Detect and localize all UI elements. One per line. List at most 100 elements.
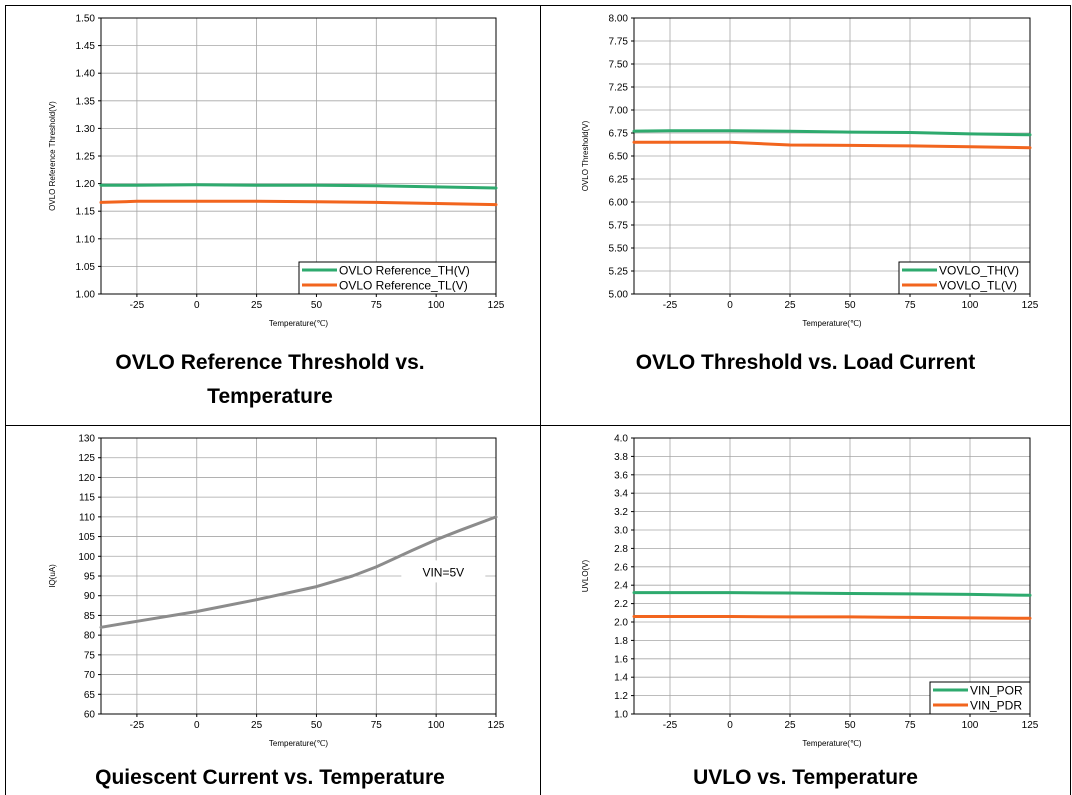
caption-line-1: OVLO Reference Threshold vs. <box>115 351 425 374</box>
y-tick-label: 100 <box>78 552 95 563</box>
y-tick-label: 1.25 <box>76 152 96 163</box>
x-tick-label: 50 <box>311 720 323 731</box>
chart-quiescent-current: -25 0 25 50 75 100 125 60 65 70 75 80 85 90 95 100 105 11… <box>48 434 505 749</box>
y-tick-label: 130 <box>78 434 95 445</box>
x-tick-label: 75 <box>371 720 383 731</box>
y-tick-label: 2.8 <box>614 544 628 555</box>
series-line-1 <box>99 515 498 629</box>
y-tick-label: 1.8 <box>614 636 628 647</box>
x-tick-label: 25 <box>784 720 796 731</box>
y-tick-label: 6.00 <box>609 198 629 209</box>
caption-line-1: OVLO Threshold vs. Load Current <box>635 351 976 374</box>
y-tick-label: 1.45 <box>76 41 96 52</box>
legend-label: VIN_POR <box>970 684 1023 698</box>
y-tick-label: 1.00 <box>76 290 96 301</box>
x-axis-label: Temperature(℃) <box>802 319 862 328</box>
series-line-1 <box>632 591 1032 597</box>
y-tick-label: 1.35 <box>76 96 96 107</box>
x-tick-label: 100 <box>962 720 979 731</box>
series-line-2 <box>99 199 498 207</box>
y-tick-label: 4.0 <box>614 434 628 445</box>
x-tick-label: -25 <box>130 720 145 731</box>
x-axis: -25 0 25 50 75 100 125 <box>130 714 505 731</box>
gridlines <box>634 438 1030 714</box>
x-tick-label: 0 <box>194 300 200 311</box>
y-tick-label: 6.75 <box>609 129 629 140</box>
y-tick-label: 5.25 <box>609 267 629 278</box>
x-tick-label: 75 <box>371 300 383 311</box>
chart-caption: Quiescent Current vs. Temperature <box>0 761 540 795</box>
y-tick-label: 7.50 <box>609 60 629 71</box>
legend-box <box>929 681 1031 715</box>
legend-label: OVLO Reference_TH(V) <box>339 264 470 278</box>
grid-top-border <box>5 5 1071 6</box>
y-tick-label: 2.6 <box>614 562 628 573</box>
chart-caption: OVLO Reference Threshold vs. Temperature <box>0 346 540 414</box>
y-tick-label: 8.00 <box>609 14 629 25</box>
legend-label: VIN_PDR <box>970 699 1022 713</box>
x-axis: -25 0 25 50 75 100 125 <box>130 294 505 311</box>
x-tick-label: 100 <box>428 720 445 731</box>
y-tick-label: 2.0 <box>614 618 628 629</box>
legend-label: OVLO Reference_TL(V) <box>339 279 468 293</box>
y-tick-label: 1.0 <box>614 710 628 721</box>
chart-ovlo-threshold: -25 0 25 50 75 100 125 5.00 5.25 5.50 5.75 6.00 6.25… <box>581 14 1039 329</box>
x-tick-label: 125 <box>1022 720 1039 731</box>
caption-line-1: UVLO vs. Temperature <box>693 766 918 789</box>
x-tick-label: 0 <box>727 720 733 731</box>
x-tick-label: -25 <box>663 720 678 731</box>
x-tick-label: 100 <box>428 300 445 311</box>
x-tick-label: 25 <box>251 300 263 311</box>
y-tick-label: 5.50 <box>609 244 629 255</box>
y-tick-label: 3.6 <box>614 470 628 481</box>
x-tick-label: 125 <box>1022 300 1039 311</box>
y-tick-label: 7.00 <box>609 106 629 117</box>
y-tick-label: 2.2 <box>614 599 628 610</box>
y-tick-label: 3.4 <box>614 489 628 500</box>
x-tick-label: 75 <box>904 720 916 731</box>
x-tick-label: 125 <box>488 720 505 731</box>
chart-uvlo: -25 0 25 50 75 100 125 1.0 1.2 1.4 1.6 1.8 2.0 2.2 2.4… <box>581 434 1039 749</box>
y-tick-label: 60 <box>84 710 96 721</box>
chart-cell-quiescent-current: -25 0 25 50 75 100 125 60 65 70 75 80 85 90 95 100 105 11… <box>0 425 540 795</box>
y-tick-label: 70 <box>84 670 96 681</box>
y-tick-label: 5.00 <box>609 290 629 301</box>
legend-box <box>898 261 1031 295</box>
y-tick-label: 1.10 <box>76 234 96 245</box>
annotation-label: VIN=5V <box>422 565 464 579</box>
x-tick-label: 0 <box>194 720 200 731</box>
series-line-2 <box>632 140 1032 150</box>
x-axis-label: Temperature(℃) <box>269 319 329 328</box>
legend: VOVLO_TH(V)VOVLO_TL(V) <box>898 261 1031 295</box>
x-tick-label: 50 <box>844 720 856 731</box>
x-axis: -25 0 25 50 75 100 125 <box>663 714 1039 731</box>
y-axis-label: OVLO Reference Threshold(V) <box>48 101 57 211</box>
caption-line-1: Quiescent Current vs. Temperature <box>95 766 445 789</box>
chart-cell-uvlo: -25 0 25 50 75 100 125 1.0 1.2 1.4 1.6 1.8 2.0 2.2 2.4… <box>540 425 1071 795</box>
y-tick-label: 95 <box>84 572 96 583</box>
y-tick-label: 120 <box>78 473 95 484</box>
y-axis: 1.00 1.05 1.10 1.15 1.20 1.25 1.30 1.35 1.40 1.45… <box>76 14 101 301</box>
plot-frame <box>633 437 1031 715</box>
y-tick-label: 1.4 <box>614 673 628 684</box>
grid-left-border <box>5 5 6 795</box>
y-tick-label: 1.2 <box>614 691 628 702</box>
y-axis-label: UVLO(V) <box>581 559 590 592</box>
y-tick-label: 5.75 <box>609 221 629 232</box>
y-tick-label: 3.8 <box>614 452 628 463</box>
y-tick-label: 1.50 <box>76 14 96 25</box>
x-tick-label: -25 <box>130 300 145 311</box>
y-tick-label: 1.6 <box>614 654 628 665</box>
y-tick-label: 115 <box>79 493 95 504</box>
x-tick-label: 25 <box>251 720 263 731</box>
x-tick-label: 25 <box>784 300 796 311</box>
y-tick-label: 125 <box>78 453 95 464</box>
y-tick-label: 6.25 <box>609 175 629 186</box>
gridlines <box>634 18 1030 294</box>
y-tick-label: 80 <box>84 631 96 642</box>
grid-center-border <box>540 5 541 795</box>
y-tick-label: 1.15 <box>76 207 96 218</box>
series-line-1 <box>632 129 1032 137</box>
y-tick-label: 6.50 <box>609 152 629 163</box>
